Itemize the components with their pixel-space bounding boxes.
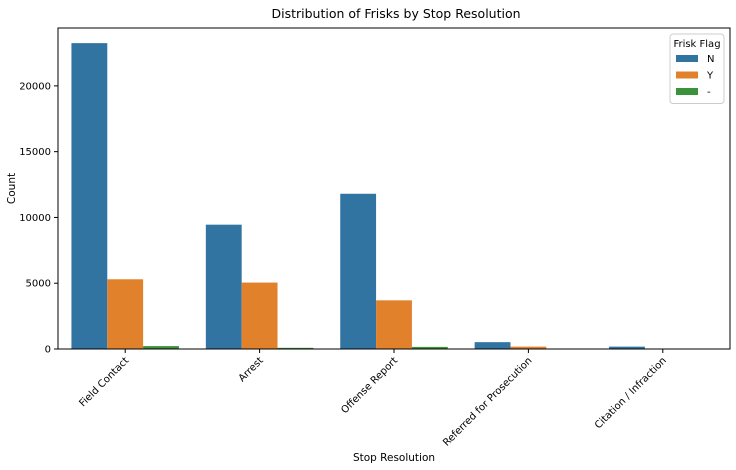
x-tick-label: Offense Report <box>339 355 400 416</box>
y-tick-label: 5000 <box>26 279 51 290</box>
bar-Y-3 <box>510 346 547 349</box>
bar---1 <box>277 347 314 349</box>
bar---0 <box>143 346 179 349</box>
bar---2 <box>411 346 448 349</box>
bar-N-0 <box>71 43 108 350</box>
legend-label: N <box>707 54 714 65</box>
legend-label: Y <box>706 71 714 82</box>
legend-swatch <box>676 88 698 95</box>
chart-title: Distribution of Frisks by Stop Resolutio… <box>271 6 520 21</box>
legend-swatch <box>676 71 698 79</box>
bar-N-2 <box>340 193 377 349</box>
x-tick-label: Citation / Infraction <box>593 355 669 431</box>
y-tick-label: 15000 <box>19 147 51 158</box>
plot-frame <box>57 27 731 350</box>
bars <box>71 43 717 350</box>
bar-Y-1 <box>241 282 278 349</box>
y-tick-label: 20000 <box>19 81 51 92</box>
bar-Y-2 <box>376 300 412 349</box>
legend-title: Frisk Flag <box>673 39 720 50</box>
legend: Frisk Flag NY - <box>669 33 725 104</box>
x-axis-label: Stop Resolution <box>353 452 435 464</box>
legend-box <box>669 33 725 104</box>
y-tick-label: 0 <box>45 345 51 356</box>
legend-label: - <box>707 87 711 98</box>
legend-swatch <box>676 55 698 62</box>
x-tick-label: Field Contact <box>77 355 131 409</box>
bar-Y-0 <box>107 279 144 349</box>
y-tick-label: 10000 <box>19 213 51 224</box>
x-tick-label: Arrest <box>237 355 266 384</box>
bar-N-4 <box>609 346 645 349</box>
bar-N-1 <box>205 224 242 349</box>
bar-N-3 <box>474 342 511 349</box>
x-tick-label: Referred for Prosecution <box>441 355 534 448</box>
y-axis-label: Count <box>6 173 18 204</box>
